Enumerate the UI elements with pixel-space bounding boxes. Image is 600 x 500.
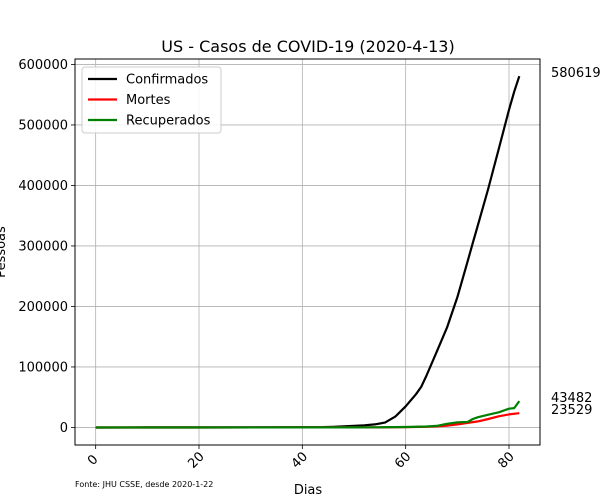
series-line-mortes	[95, 412, 520, 429]
end-value-label: 580619	[551, 66, 600, 81]
y-tick-label: 0	[60, 421, 68, 436]
legend-box	[81, 66, 222, 134]
x-tick-label: 0	[85, 452, 101, 468]
legend-label: Recuperados	[126, 114, 211, 129]
x-tick-label: 20	[185, 449, 207, 471]
y-tick-label: 200000	[18, 300, 68, 315]
legend: Confirmados Mortes Recuperados	[81, 66, 222, 134]
legend-label: Mortes	[126, 93, 171, 108]
series-line-recuperados	[95, 400, 521, 429]
y-tick-label: 100000	[18, 360, 68, 375]
series-lines	[95, 75, 521, 429]
x-tick-label: 80	[495, 449, 517, 471]
source-note: Fonte: JHU CSSE, desde 2020-1-22	[75, 480, 213, 489]
plot-frame	[74, 58, 541, 446]
axis-ticks: 0 20 40 60 80 0 100000 200000 300000 400000 500000…	[18, 58, 517, 472]
x-tick-label: 40	[289, 449, 311, 471]
y-tick-label: 300000	[18, 239, 68, 254]
y-tick-label: 600000	[18, 58, 68, 73]
end-value-label: 43482	[551, 391, 592, 406]
x-tick-label: 60	[392, 449, 414, 471]
end-value-label: 23529	[551, 403, 592, 418]
x-axis-label: Dias	[294, 483, 323, 498]
legend-label: Confirmados	[126, 73, 208, 88]
y-tick-label: 400000	[18, 179, 68, 194]
chart-title: US - Casos de COVID-19 (2020-4-13)	[161, 37, 454, 56]
y-axis-label: Pessoas	[0, 226, 9, 278]
y-tick-label: 500000	[18, 118, 68, 133]
